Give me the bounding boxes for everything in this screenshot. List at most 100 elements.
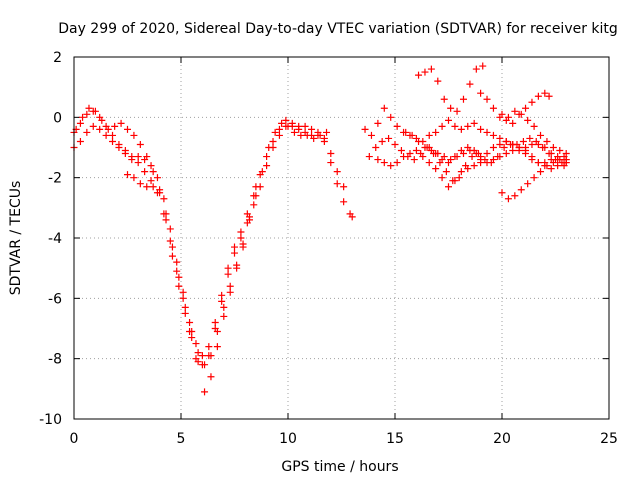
data-point-sat-A [275,131,283,139]
x-tick-label: 15 [386,431,404,447]
data-point-sat-H [427,147,435,155]
data-point-sat-H [421,144,429,151]
data-point-sat-E [519,137,527,145]
data-point-sat-F [528,140,536,148]
data-point-sat-L [530,122,538,130]
data-point-sat-E [455,174,463,182]
data-point-sat-K [477,89,485,97]
data-point-sat-C [111,122,119,130]
data-point-sat-A [134,159,142,167]
data-point-sat-D [265,144,273,151]
data-point-sat-G [419,153,427,161]
data-point-sat-B [179,288,187,296]
data-point-sat-D [316,131,324,139]
data-point-sat-E [391,140,399,148]
data-point-sat-D [194,349,202,357]
data-point-sat-H [509,147,517,155]
data-point-sat-L [524,116,532,124]
data-point-sat-L [556,147,564,155]
data-point-sat-J [483,128,491,136]
data-point-sat-A [76,137,84,145]
data-point-sat-F [380,104,388,112]
data-point-sat-A [218,297,226,305]
data-point-sat-D [271,128,279,136]
data-point-sat-J [470,119,478,127]
data-point-sat-M [524,180,532,188]
data-point-sat-A [237,234,245,242]
data-point-sat-H [434,150,442,158]
data-point-sat-B [173,258,181,266]
data-point-sat-E [378,137,386,145]
data-point-sat-J [457,125,465,133]
data-point-sat-D [136,180,144,188]
data-point-sat-A [340,198,348,206]
y-tick-label: -8 [48,352,62,368]
data-point-sat-A [109,137,117,145]
data-point-sat-B [83,110,91,118]
data-point-sat-F [367,131,375,139]
data-point-sat-J [509,140,517,148]
data-point-sat-J [547,165,555,173]
y-tick-label: -2 [48,171,62,187]
data-point-sat-H [477,156,485,164]
data-point-sat-H [496,153,504,161]
data-point-sat-I [421,68,429,76]
data-point-sat-E [410,156,418,164]
data-point-sat-F [374,119,382,127]
data-point-sat-B [320,134,328,142]
data-point-sat-D [323,128,331,136]
data-point-sat-B [198,352,206,360]
data-point-sat-H [502,150,510,158]
data-point-sat-H [408,131,416,139]
data-point-sat-B [192,340,200,348]
data-point-sat-B [275,125,283,133]
data-point-sat-J [438,122,446,130]
data-point-sat-C [130,131,138,139]
data-point-sat-E [397,147,405,155]
data-point-sat-M [511,192,519,200]
data-point-sat-D [239,240,247,248]
data-point-sat-B [211,318,219,326]
x-tick-label: 0 [70,431,79,447]
data-point-sat-D [188,328,196,336]
x-tick-labels: 0 5 10 15 20 25 [70,431,618,447]
data-point-sat-G [380,159,388,167]
data-point-sat-L [511,107,519,115]
data-point-sat-K [541,89,549,97]
data-point-sat-G [470,162,478,170]
x-axis-label: GPS time / hours [281,459,398,475]
data-point-sat-B [218,291,226,299]
data-point-sat-C [181,309,189,317]
data-point-sat-H [466,147,474,155]
data-point-sat-D [278,119,286,127]
data-point-sat-A [173,267,181,275]
data-point-sat-K [528,98,536,106]
data-point-sat-L [537,131,545,139]
data-point-sat-B [121,147,129,155]
data-point-sat-K [483,95,491,103]
data-point-sat-B [76,119,84,127]
data-point-sat-M [498,189,506,197]
data-point-sat-F [361,125,369,133]
data-point-sat-A [141,168,149,176]
data-point-sat-K [489,104,497,112]
data-point-sat-G [432,165,440,173]
data-point-sat-C [162,216,170,224]
data-point-sat-C [252,183,260,191]
data-point-sat-B [109,131,117,139]
data-point-sat-E [468,153,476,161]
plot-frame [73,56,610,420]
data-point-sat-D [310,134,318,142]
data-point-sat-M [543,162,551,170]
x-tick-label: 5 [177,431,186,447]
data-point-sat-D [149,183,157,191]
data-point-sat-C [226,288,234,296]
data-point-sat-I [479,62,487,70]
data-point-sat-C [91,107,99,115]
data-point-sat-K [545,92,553,100]
data-point-sat-J [451,122,459,130]
data-point-sat-J [496,134,504,142]
data-point-sat-E [372,144,380,151]
data-point-sat-H [415,137,423,145]
